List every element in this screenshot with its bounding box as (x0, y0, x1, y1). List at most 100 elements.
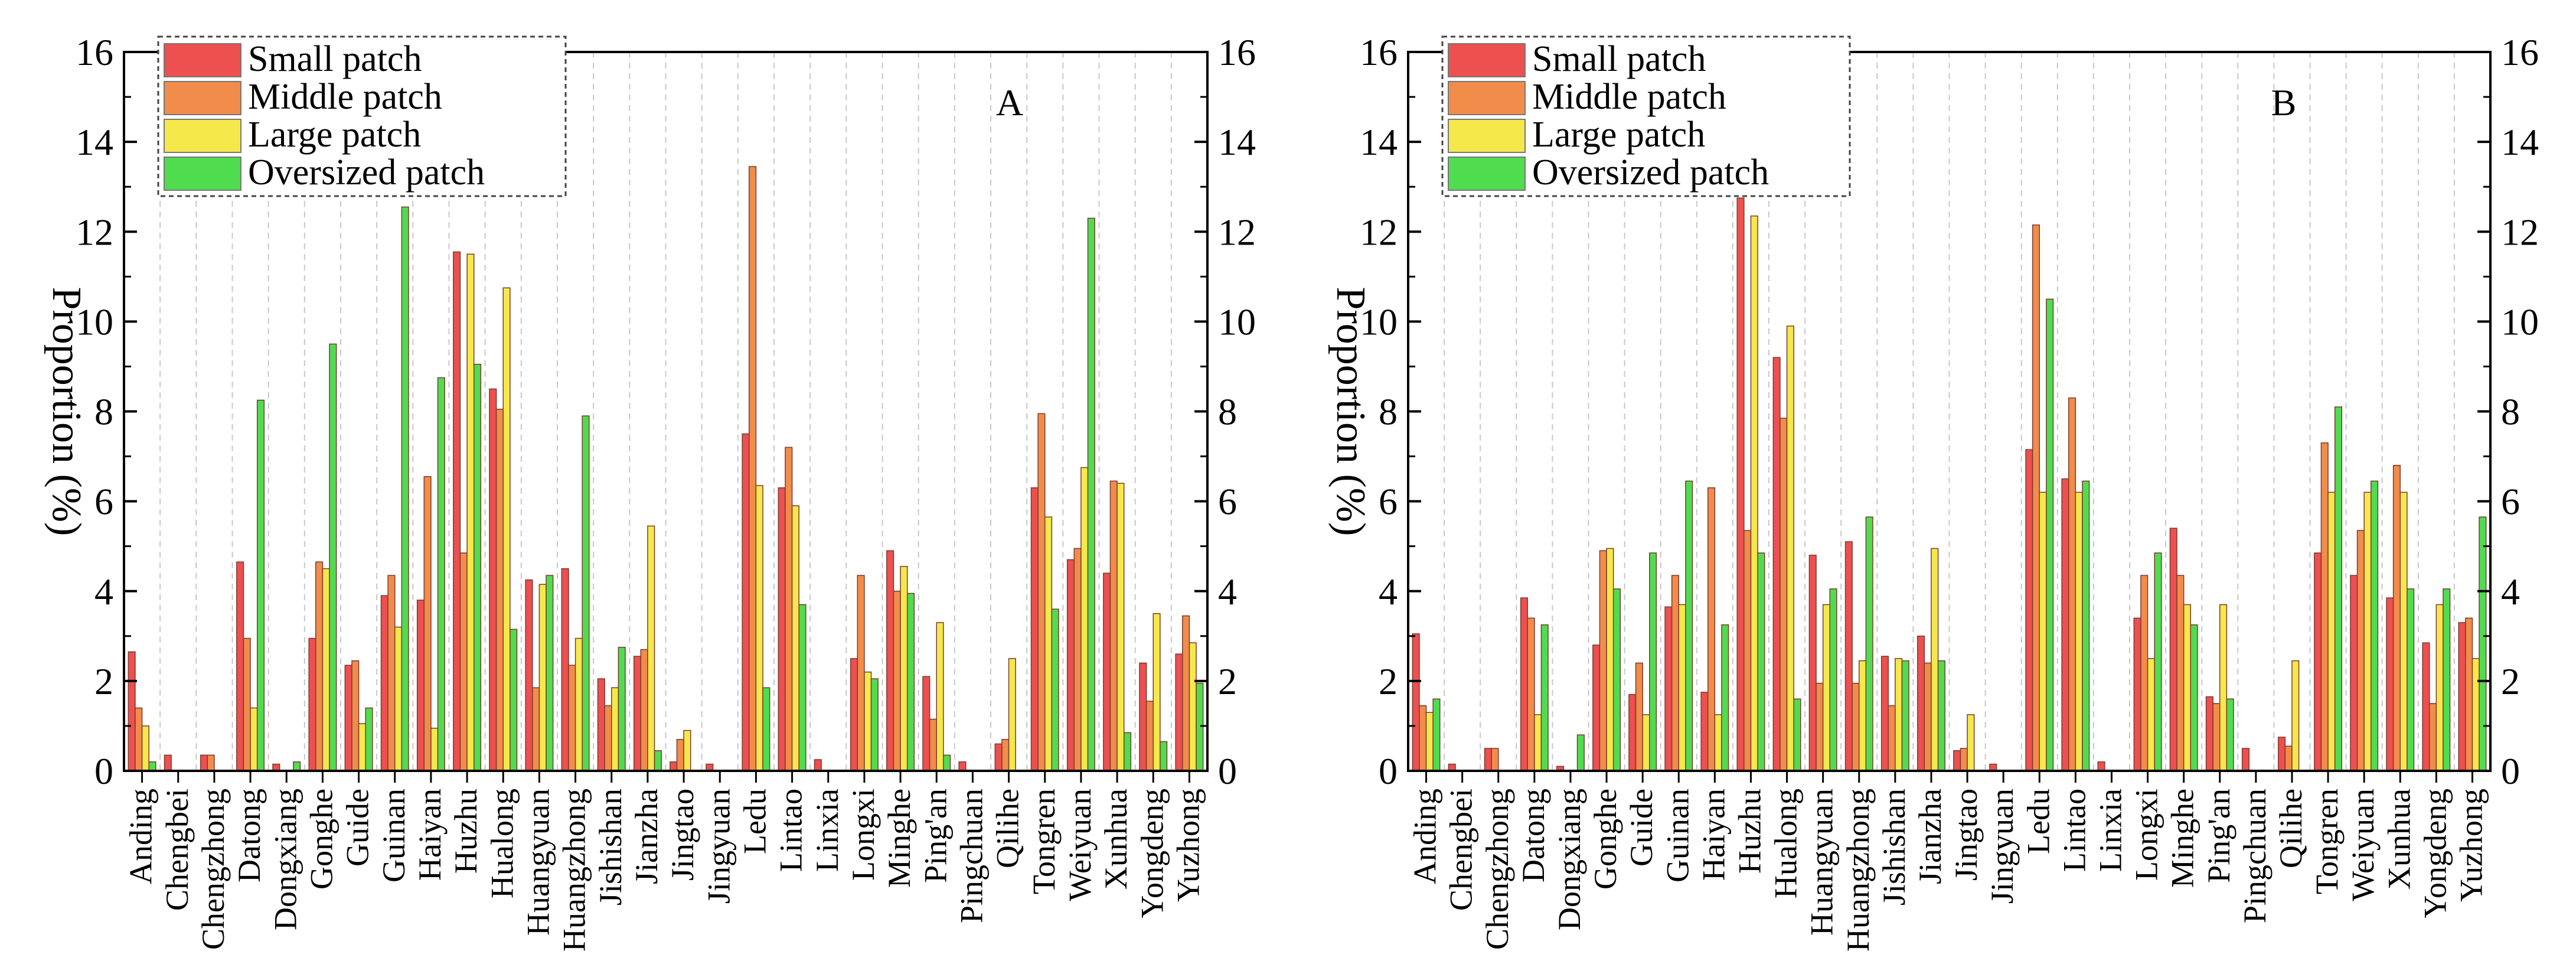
x-tick-label: Anding (123, 789, 159, 884)
bar-large-patch (1786, 325, 1794, 771)
bar-oversized-patch (1829, 588, 1837, 771)
y-tick-label-right: 4 (1218, 571, 1237, 613)
bar-large-patch (1044, 516, 1053, 771)
x-tick-label: Chengbei (1444, 789, 1479, 911)
bar-oversized-patch (798, 604, 807, 771)
x-tick-label: Hualong (1768, 789, 1804, 898)
x-tick-label: Guide (340, 789, 376, 867)
bar-small-patch (1412, 633, 1420, 771)
x-tick-label: Ledu (2020, 789, 2056, 854)
legend-swatch (164, 119, 241, 153)
bar-large-patch (1895, 658, 1903, 771)
bar-small-patch (1030, 487, 1039, 771)
y-tick-label-left: 4 (1379, 571, 1398, 613)
y-tick-label-left: 14 (76, 121, 113, 163)
x-tick-label: Pingchuan (2237, 789, 2273, 923)
x-tick-label: Weiyuan (1062, 789, 1098, 901)
y-tick-label-left: 16 (76, 31, 113, 73)
bar-middle-patch (1671, 575, 1680, 771)
bar-oversized-patch (2082, 480, 2090, 771)
bar-middle-patch (532, 687, 540, 771)
bar-large-patch (466, 253, 475, 771)
bar-large-patch (1189, 642, 1197, 771)
x-tick-label: Qilihe (990, 789, 1026, 868)
x-tick-label: Xunhua (2381, 789, 2417, 890)
bar-small-patch (1066, 559, 1075, 771)
bar-oversized-patch (2479, 516, 2487, 771)
x-tick-label: Jingtao (1948, 789, 1984, 881)
bar-middle-patch (1960, 748, 1968, 771)
x-tick-label: Jingyuan (701, 789, 736, 904)
bar-middle-patch (2068, 397, 2077, 771)
bar-middle-patch (2320, 442, 2329, 771)
bar-oversized-patch (2046, 298, 2054, 771)
bar-middle-patch (568, 665, 576, 771)
bar-oversized-patch (2407, 588, 2415, 771)
legend-label: Oversized patch (248, 152, 485, 193)
bar-oversized-patch (365, 707, 373, 771)
bar-middle-patch (459, 552, 468, 771)
y-axis-label: Proportion (%) (44, 287, 89, 536)
bar-middle-patch (2465, 617, 2473, 771)
bar-oversized-patch (437, 377, 445, 771)
bar-oversized-patch (870, 678, 879, 771)
bar-large-patch (683, 730, 691, 771)
x-tick-label: Yongdeng (1134, 789, 1170, 919)
x-tick-label: Yongdeng (2417, 789, 2453, 919)
bar-small-patch (2277, 737, 2286, 771)
bar-oversized-patch (1937, 660, 1945, 771)
bar-small-patch (2061, 478, 2069, 771)
y-tick-label-left: 12 (1360, 211, 1398, 253)
y-tick-label-right: 2 (1218, 660, 1237, 702)
bar-large-patch (2399, 491, 2408, 771)
x-tick-label: Guide (1624, 789, 1659, 867)
legend-swatch (1448, 119, 1526, 153)
bar-oversized-patch (2226, 698, 2234, 771)
bar-small-patch (922, 676, 931, 771)
x-tick-label: Huzhu (1732, 789, 1767, 874)
bar-oversized-patch (1576, 734, 1585, 771)
bar-middle-patch (929, 718, 937, 771)
y-tick-label-right: 8 (1218, 391, 1237, 433)
bar-large-patch (1116, 483, 1125, 771)
x-tick-label: Jingyuan (1984, 789, 2020, 904)
bar-large-patch (2291, 660, 2300, 771)
bar-oversized-patch (401, 206, 409, 771)
bar-middle-patch (604, 705, 612, 771)
x-tick-label: Jianzha (629, 789, 664, 884)
x-tick-label: Pingchuan (954, 789, 989, 923)
bar-large-patch (2219, 604, 2228, 771)
bar-small-patch (2205, 696, 2213, 771)
bar-oversized-patch (1757, 552, 1765, 771)
bar-middle-patch (2392, 465, 2401, 771)
y-tick-label-left: 16 (1360, 31, 1398, 73)
bar-middle-patch (2140, 575, 2149, 771)
x-tick-label: Hualong (484, 789, 520, 898)
bar-middle-patch (1182, 615, 1190, 771)
legend-label: Oversized patch (1532, 152, 1769, 193)
bar-middle-patch (1419, 705, 1427, 771)
y-tick-label-left: 2 (1379, 660, 1398, 702)
x-tick-label: Tongren (2309, 789, 2345, 894)
x-tick-label: Chengzhong (195, 789, 231, 950)
bar-small-patch (1953, 750, 1961, 771)
y-tick-label-right: 16 (2501, 31, 2539, 73)
y-tick-label-right: 10 (1218, 301, 1256, 343)
bar-small-patch (1844, 541, 1853, 771)
bar-middle-patch (495, 408, 504, 771)
x-tick-label: Linxia (809, 789, 845, 872)
bar-large-patch (538, 584, 547, 771)
bar-large-patch (394, 626, 403, 771)
bar-large-patch (1534, 714, 1542, 771)
bar-middle-patch (893, 591, 901, 771)
bar-large-patch (1859, 660, 1867, 771)
bar-oversized-patch (943, 754, 951, 771)
bar-middle-patch (1888, 705, 1896, 771)
x-tick-label: Datong (231, 789, 267, 882)
bar-middle-patch (2428, 703, 2437, 771)
bar-middle-patch (1599, 550, 1607, 771)
x-tick-label: Guinan (1660, 789, 1695, 882)
bar-middle-patch (1635, 662, 1643, 771)
legend-swatch (1448, 43, 1526, 77)
bar-small-patch (1880, 656, 1889, 771)
